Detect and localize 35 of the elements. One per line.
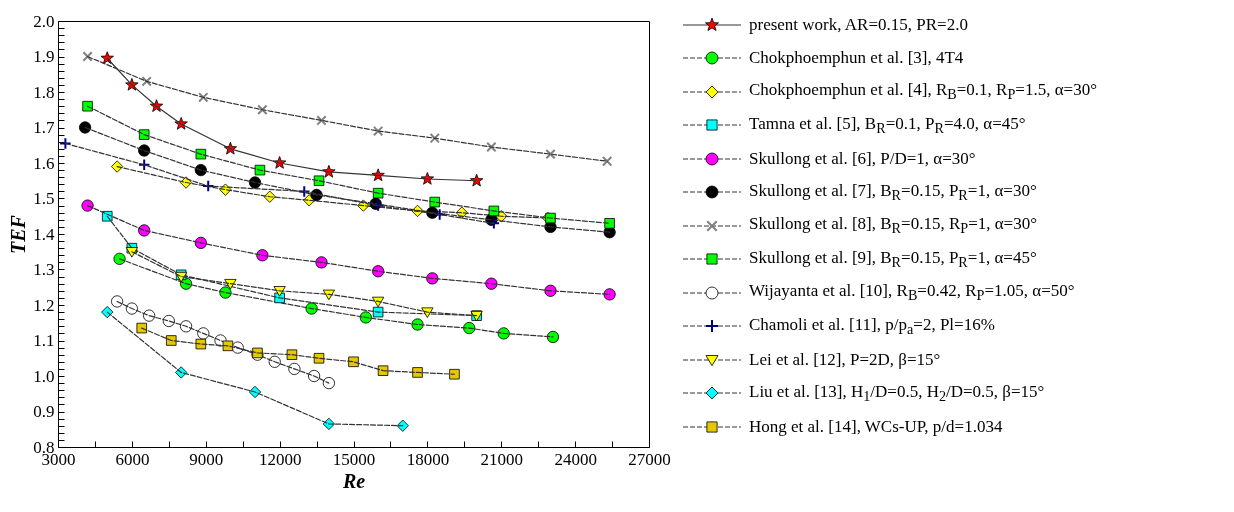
legend-label: Wijayanta et al. [10], R$_{B}$=0.42, R$_{P}$=1.05, α=50° [749,281,1075,305]
legend-label: Liu et al. [13], H$_{1}$/D=0.5, H$_{2}$/D=0.5, β=15° [749,381,1045,405]
x-tick-label: 12000 [258,449,302,469]
y-tick-label: 0.9 [33,402,55,421]
y-tick-label: 1.7 [33,118,55,137]
legend-label: Skullong et al. [7], B$_{R}$=0.15, P$_{R}$=1, α=30° [749,180,1037,204]
x-tick-label: 21000 [480,449,523,469]
y-tick-label: 1.3 [33,260,55,279]
y-tick-label: 1.5 [33,189,55,208]
x-axis-title: Re [341,469,366,492]
y-axis-title: TEF [7,214,30,254]
x-tick-label: 18000 [406,449,450,469]
x-tick-label: 27000 [628,449,671,469]
legend-label: Tamna et al. [5], B$_{R}$=0.1, P$_{R}$=4.0, α=45° [749,113,1026,137]
y-tick-label: 1.1 [33,331,55,350]
x-tick-label: 9000 [189,449,224,469]
y-tick-label: 1.9 [33,47,55,66]
y-tick-label: 1.8 [33,82,55,102]
legend-label: Hong et al. [14], WCs-UP, p/d=1.034 [749,416,1003,437]
legend-label: present work, AR=0.15, PR=2.0 [749,14,968,35]
legend-label: Chokphoemphun et al. [4], R$_{B}$=0.1, R$_{P}$=1.5, α=30° [749,80,1097,104]
legend-label: Skullong et al. [6], P/D=1, α=30° [749,148,976,169]
legend-label: Lei et al. [12], P=2D, β=15° [749,349,941,370]
y-tick-label: 1.2 [33,295,55,315]
legend-label: Skullong et al. [8], B$_{R}$=0.15, R$_{P}$=1, α=30° [749,214,1038,238]
y-tick-label: 1.0 [33,366,55,386]
y-tick-label: 2.0 [33,11,55,31]
y-tick-label: 1.6 [33,153,55,173]
x-tick-label: 6000 [115,449,150,469]
legend-label: Skullong et al. [9], B$_{R}$=0.15, P$_{R}$=1, α=45° [749,247,1037,271]
legend-label: Chamoli et al. [11], p/p$_{a}$=2, Pl=16% [749,314,995,338]
legend-label: Chokphoemphun et al. [3], 4T4 [749,48,964,69]
x-tick-label: 24000 [554,449,597,469]
y-tick-label: 1.4 [33,224,55,244]
x-tick-label: 15000 [332,449,376,469]
